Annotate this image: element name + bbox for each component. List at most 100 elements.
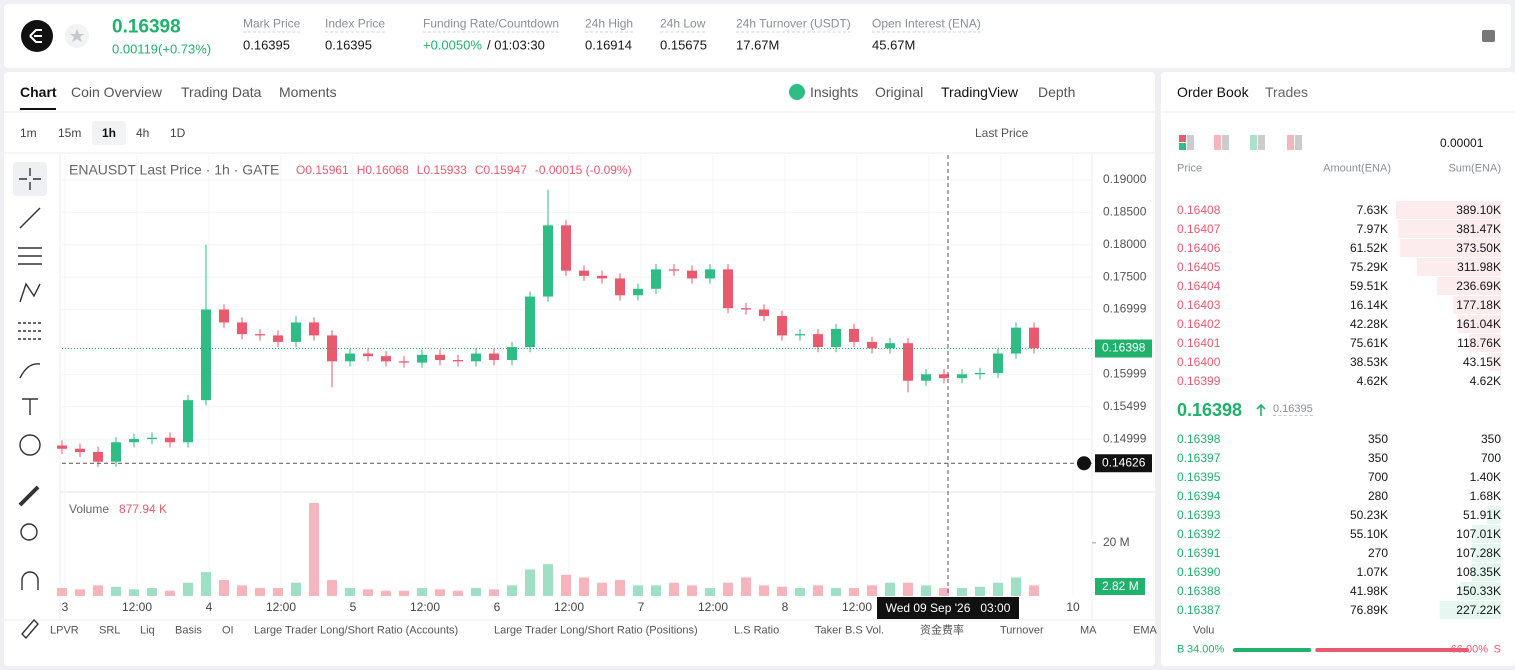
ob-price: 0.16408 bbox=[1177, 203, 1221, 217]
tool-emoji[interactable] bbox=[19, 434, 41, 456]
stat-label: Mark Price bbox=[243, 16, 301, 33]
indicator[interactable]: SRL bbox=[99, 624, 121, 637]
view-tab[interactable]: Original bbox=[875, 84, 924, 100]
tool-text[interactable] bbox=[22, 398, 38, 415]
volume-bar bbox=[255, 588, 265, 596]
tool-pencil[interactable] bbox=[21, 618, 39, 640]
tool-brush[interactable] bbox=[19, 363, 41, 379]
indicator[interactable]: Liq bbox=[140, 624, 155, 637]
orderbook-panel bbox=[1161, 72, 1515, 666]
indicator[interactable]: Large Trader Long/Short Ratio (Accounts) bbox=[254, 624, 459, 637]
ob-price: 0.16401 bbox=[1177, 336, 1221, 350]
candle-body bbox=[543, 225, 553, 297]
candle-body bbox=[867, 341, 877, 349]
candle-body bbox=[363, 353, 373, 357]
tool-fib[interactable] bbox=[18, 322, 42, 340]
chart-tab[interactable]: Moments bbox=[279, 84, 337, 100]
indicator[interactable]: Large Trader Long/Short Ratio (Positions… bbox=[494, 624, 698, 637]
settings-icon[interactable] bbox=[1482, 30, 1495, 42]
depth-bar bbox=[1499, 372, 1501, 390]
tool-magnet[interactable] bbox=[21, 571, 39, 590]
add-alert bbox=[1077, 456, 1091, 471]
candle-body bbox=[165, 437, 175, 443]
stat-value: 0.15675 bbox=[660, 37, 707, 53]
ob-price: 0.16390 bbox=[1177, 565, 1221, 579]
x-tick-label: 12:00 bbox=[842, 600, 872, 614]
view-tab[interactable]: Insights bbox=[810, 84, 859, 100]
ratio-buy bbox=[1233, 648, 1312, 652]
y-tick-label: 0.16999 bbox=[1103, 302, 1147, 316]
ob-price: 0.16400 bbox=[1177, 355, 1221, 369]
price-type[interactable]: Last Price bbox=[975, 126, 1029, 140]
chart-tab[interactable]: Coin Overview bbox=[71, 84, 163, 100]
tool-line[interactable] bbox=[19, 207, 41, 229]
indicator[interactable]: EMA bbox=[1133, 624, 1157, 637]
up-arrow bbox=[1256, 403, 1266, 416]
indicator[interactable]: 资金费率 bbox=[920, 624, 964, 637]
y-tick-label: 0.18500 bbox=[1103, 205, 1147, 219]
ob-mid-price: 0.16398 bbox=[1177, 400, 1243, 420]
ob-sum: 43.15K bbox=[1462, 355, 1501, 369]
volume-bar bbox=[597, 582, 607, 596]
depth-bar bbox=[1396, 201, 1501, 219]
volume-bar bbox=[489, 589, 499, 596]
ob-sum: 51.91K bbox=[1462, 508, 1501, 522]
stat-value: 0.16395 bbox=[243, 37, 290, 53]
candle-body bbox=[525, 296, 535, 348]
ob-price: 0.16387 bbox=[1177, 603, 1221, 617]
y-tick-label: 0.19000 bbox=[1103, 172, 1147, 186]
interval[interactable]: 4h bbox=[136, 126, 150, 140]
volume-bar bbox=[525, 569, 535, 596]
volume-bar bbox=[849, 588, 859, 596]
view-tab[interactable]: TradingView bbox=[941, 84, 1019, 100]
indicator[interactable]: Volu bbox=[1193, 624, 1215, 637]
indicator[interactable]: OI bbox=[222, 624, 234, 637]
tool-ruler[interactable] bbox=[18, 485, 40, 507]
x-tick-label: 10 bbox=[1066, 600, 1080, 614]
chart-tab[interactable]: Chart bbox=[20, 84, 57, 100]
depth-bar bbox=[1468, 334, 1501, 352]
stat-label: Funding Rate/Countdown bbox=[423, 16, 560, 33]
indicator[interactable]: Taker B.S Vol. bbox=[815, 624, 885, 637]
chart-tab[interactable]: Trading Data bbox=[181, 84, 262, 100]
ob-tab[interactable]: Trades bbox=[1265, 84, 1309, 100]
tool-crosshair[interactable] bbox=[19, 168, 41, 190]
ob-price: 0.16406 bbox=[1177, 241, 1221, 255]
volume-bar bbox=[147, 588, 157, 596]
ob-sum: 177.18K bbox=[1456, 298, 1501, 312]
ob-step[interactable]: 0.00001 bbox=[1440, 136, 1484, 150]
ob-col: Price bbox=[1177, 162, 1203, 175]
ob-price: 0.16402 bbox=[1177, 317, 1221, 331]
volume-bar bbox=[777, 586, 787, 596]
logo-glyph bbox=[29, 29, 42, 43]
ob-price: 0.16398 bbox=[1177, 432, 1221, 446]
indicator[interactable]: MA bbox=[1080, 624, 1097, 637]
tool-zoom[interactable] bbox=[20, 523, 38, 541]
crosshair-time: Wed 09 Sep '26 03:00 bbox=[886, 601, 1011, 615]
tool-pattern[interactable] bbox=[19, 282, 41, 303]
interval[interactable]: 1h bbox=[102, 126, 117, 140]
candle-body bbox=[255, 334, 265, 336]
price-change: 0.00119(+0.73%) bbox=[112, 41, 212, 57]
indicator[interactable]: Turnover bbox=[1000, 624, 1044, 637]
interval[interactable]: 15m bbox=[58, 126, 82, 140]
view-tab[interactable]: Depth bbox=[1038, 84, 1076, 100]
indicator[interactable]: LPVR bbox=[50, 624, 79, 637]
ob-price: 0.16395 bbox=[1177, 470, 1221, 484]
ob-sum: 150.33K bbox=[1456, 584, 1501, 598]
ob-amount: 1.07K bbox=[1356, 565, 1388, 579]
ob-amount: 59.51K bbox=[1349, 279, 1388, 293]
stat-label: 24h Low bbox=[660, 16, 706, 33]
indicator[interactable]: Basis bbox=[175, 624, 202, 637]
ob-price: 0.16388 bbox=[1177, 584, 1221, 598]
x-tick-label: 12:00 bbox=[410, 600, 440, 614]
candle-body bbox=[633, 288, 643, 296]
ob-tab[interactable]: Order Book bbox=[1177, 84, 1249, 100]
interval[interactable]: 1D bbox=[170, 126, 186, 140]
candle-body bbox=[237, 322, 247, 335]
ob-amount: 4.62K bbox=[1356, 374, 1388, 388]
indicator[interactable]: L.S Ratio bbox=[734, 624, 780, 637]
interval[interactable]: 1m bbox=[20, 126, 37, 140]
tool-channel[interactable] bbox=[18, 247, 42, 265]
candle-body bbox=[813, 334, 823, 348]
